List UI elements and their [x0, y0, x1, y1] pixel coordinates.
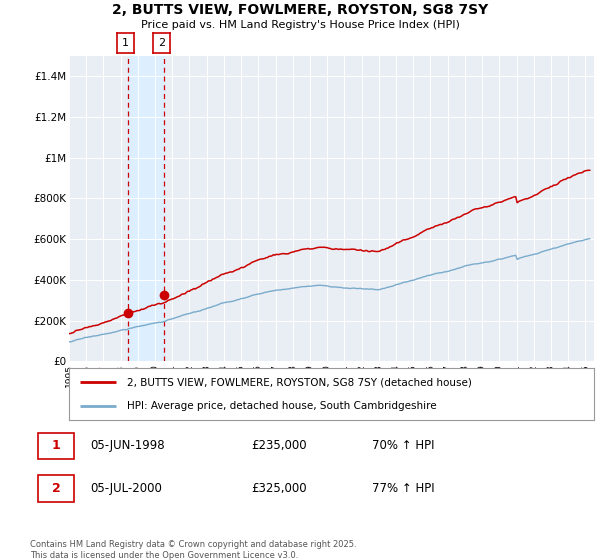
- Text: Price paid vs. HM Land Registry's House Price Index (HPI): Price paid vs. HM Land Registry's House …: [140, 20, 460, 30]
- Text: 05-JUL-2000: 05-JUL-2000: [91, 482, 163, 495]
- Text: 2, BUTTS VIEW, FOWLMERE, ROYSTON, SG8 7SY: 2, BUTTS VIEW, FOWLMERE, ROYSTON, SG8 7S…: [112, 3, 488, 17]
- Text: £235,000: £235,000: [251, 440, 307, 452]
- FancyBboxPatch shape: [38, 432, 74, 459]
- Text: £325,000: £325,000: [251, 482, 307, 495]
- FancyBboxPatch shape: [38, 475, 74, 502]
- Text: 70% ↑ HPI: 70% ↑ HPI: [372, 440, 435, 452]
- Text: 2, BUTTS VIEW, FOWLMERE, ROYSTON, SG8 7SY (detached house): 2, BUTTS VIEW, FOWLMERE, ROYSTON, SG8 7S…: [127, 377, 472, 388]
- Text: 1: 1: [52, 440, 61, 452]
- Text: 2: 2: [52, 482, 61, 495]
- Text: HPI: Average price, detached house, South Cambridgeshire: HPI: Average price, detached house, Sout…: [127, 401, 436, 411]
- Bar: [128, 56, 164, 361]
- Text: Contains HM Land Registry data © Crown copyright and database right 2025.
This d: Contains HM Land Registry data © Crown c…: [30, 540, 356, 560]
- Text: 77% ↑ HPI: 77% ↑ HPI: [372, 482, 435, 495]
- Text: 1: 1: [122, 38, 129, 48]
- Text: 2: 2: [158, 38, 165, 48]
- Text: 05-JUN-1998: 05-JUN-1998: [91, 440, 166, 452]
